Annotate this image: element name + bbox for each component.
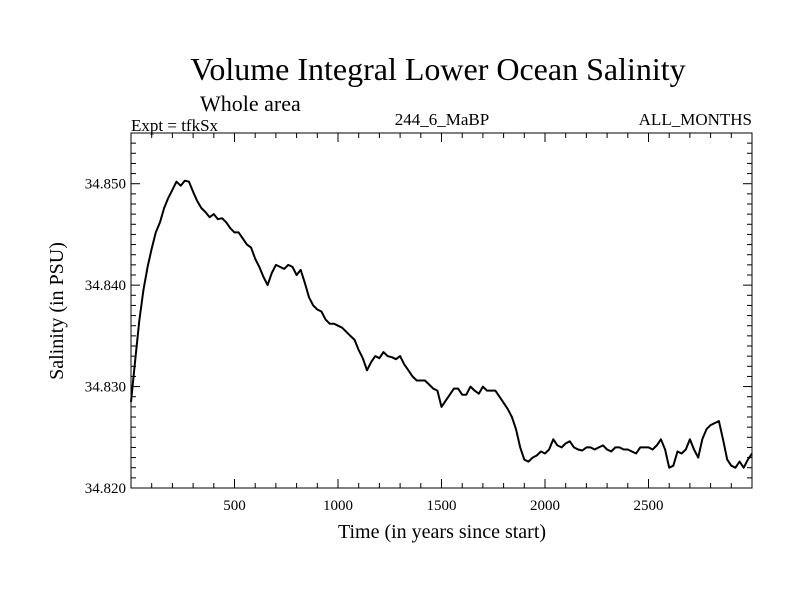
experiment-label: Expt = tfkSx [131,116,219,135]
y-axis-label: Salinity (in PSU) [46,242,68,380]
x-axis-ticks: 500 1000 1500 2000 2500 [151,133,732,514]
y-tick-label: 34.850 [85,177,126,193]
x-tick-label: 1000 [323,498,353,514]
y-axis-ticks: 34.820 34.830 34.840 34.850 [85,142,752,497]
x-tick-label: 2000 [530,498,560,514]
x-axis-label: Time (in years since start) [338,521,546,543]
chart-subtitle: Whole area [200,91,301,116]
salinity-series-line [130,179,753,469]
y-tick-label: 34.820 [85,481,126,497]
months-label: ALL_MONTHS [639,110,752,129]
x-tick-label: 2500 [634,498,664,514]
x-tick-label: 500 [223,498,246,514]
x-tick-label: 1500 [427,498,457,514]
y-tick-label: 34.830 [85,380,126,396]
period-label: 244_6_MaBP [395,110,489,129]
y-tick-label: 34.840 [85,278,126,294]
chart-title: Volume Integral Lower Ocean Salinity [190,51,685,87]
